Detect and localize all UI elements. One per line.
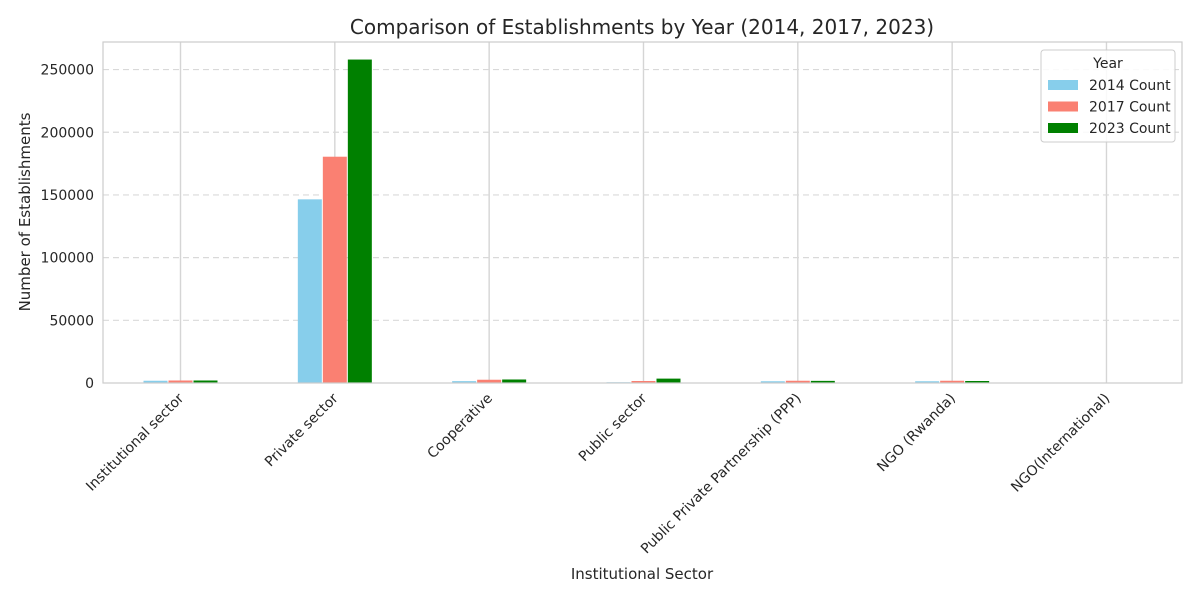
y-tick-label: 100000 [41, 251, 94, 267]
bar-2023-count-3 [656, 378, 681, 383]
bar-2023-count-1 [347, 59, 372, 383]
x-tick-label: NGO (Rwanda) [874, 391, 959, 476]
x-tick-label: Private sector [262, 390, 342, 470]
bars-layer [143, 59, 990, 383]
y-axis-label: Number of Establishments [16, 112, 34, 311]
legend: Year 2014 Count 2017 Count 2023 Count [1040, 49, 1176, 143]
y-tick-label: 0 [85, 376, 94, 392]
bar-2014-count-4 [760, 381, 785, 383]
y-tick-label: 250000 [41, 63, 94, 79]
x-axis-label: Institutional Sector [571, 565, 714, 583]
bar-2023-count-5 [965, 380, 990, 383]
bar-2017-count-2 [477, 379, 502, 383]
bar-2023-count-4 [810, 380, 835, 383]
legend-title: Year [1092, 56, 1123, 72]
legend-items: 2014 Count 2017 Count 2023 Count [1048, 78, 1171, 137]
legend-box [1040, 49, 1176, 143]
x-tick-label: Institutional sector [83, 390, 187, 494]
legend-label: 2023 Count [1089, 121, 1171, 137]
legend-swatch [1048, 80, 1078, 90]
legend-label: 2017 Count [1089, 100, 1171, 116]
bar-2014-count-5 [915, 381, 940, 383]
bar-2014-count-2 [452, 381, 477, 383]
plot-area [103, 42, 1182, 383]
bar-2017-count-1 [322, 156, 347, 383]
legend-swatch [1048, 123, 1078, 133]
plot-frame [102, 41, 1183, 384]
bar-2017-count-5 [940, 380, 965, 383]
y-tick-label: 200000 [41, 125, 94, 141]
y-tick-label: 50000 [49, 313, 94, 329]
bar-2017-count-4 [785, 380, 810, 383]
legend-label: 2014 Count [1089, 78, 1171, 94]
bar-2014-count-0 [143, 380, 168, 383]
bar-2014-count-1 [297, 199, 322, 383]
legend-swatch [1048, 101, 1078, 112]
x-axis-ticks: Institutional sector Private sector Cooper… [83, 390, 1113, 557]
y-tick-label: 150000 [41, 188, 94, 204]
x-tick-label: NGO(International) [1008, 391, 1113, 496]
x-tick-label: Cooperative [425, 391, 496, 462]
bar-2017-count-0 [168, 380, 193, 383]
x-tick-label: Public Private Partnership (PPP) [638, 391, 805, 558]
x-tick-label: Public sector [576, 390, 651, 465]
bar-2017-count-3 [631, 380, 656, 383]
bar-2023-count-2 [502, 379, 527, 383]
bar-2023-count-0 [193, 380, 218, 383]
chart-title: Comparison of Establishments by Year (20… [350, 15, 934, 39]
y-axis-ticks: 0 50000 100000 150000 200000 250000 [41, 63, 94, 392]
